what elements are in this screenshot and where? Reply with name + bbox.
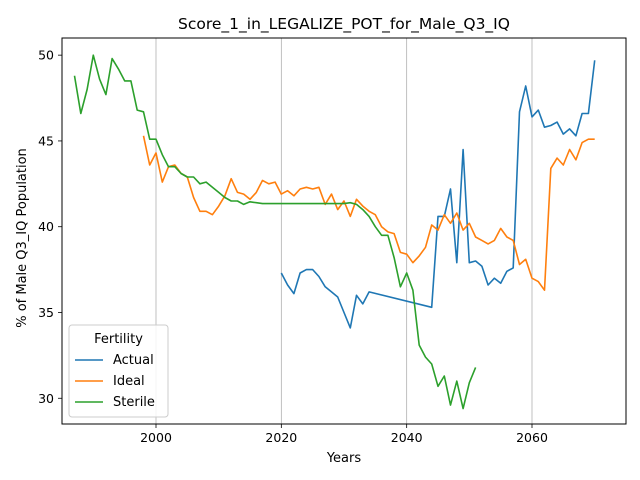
x-tick-label: 2060 <box>516 430 548 445</box>
legend-entry-actual: Actual <box>113 353 154 368</box>
x-tick-label: 2000 <box>140 430 172 445</box>
y-tick-label: 40 <box>38 219 54 234</box>
series-lines <box>73 54 596 410</box>
plot-area-frame <box>61 37 627 425</box>
legend-entry-sterile: Sterile <box>113 395 155 410</box>
y-axis-title: % of Male Q3_IQ Population <box>15 148 30 328</box>
x-tick-label: 2020 <box>265 430 297 445</box>
y-tick-label: 35 <box>38 305 54 320</box>
legend-entry-ideal: Ideal <box>113 374 145 389</box>
y-tick-label: 50 <box>38 48 54 63</box>
y-tick-label: 30 <box>38 391 54 406</box>
legend: Fertility Actual Ideal Sterile <box>68 324 169 418</box>
series-line-ideal <box>142 135 595 292</box>
chart-title: Score_1_in_LEGALIZE_POT_for_Male_Q3_IQ <box>178 15 510 34</box>
legend-title: Fertility <box>94 332 143 347</box>
series-line-actual <box>280 60 596 329</box>
axis-ticks: 2000 2020 2040 2060 30 35 40 45 50 <box>38 48 548 445</box>
x-axis-title: Years <box>326 451 362 466</box>
x-tick-label: 2040 <box>391 430 423 445</box>
y-tick-label: 45 <box>38 133 54 148</box>
legend-box <box>68 324 169 418</box>
series-line-sterile <box>73 54 477 410</box>
